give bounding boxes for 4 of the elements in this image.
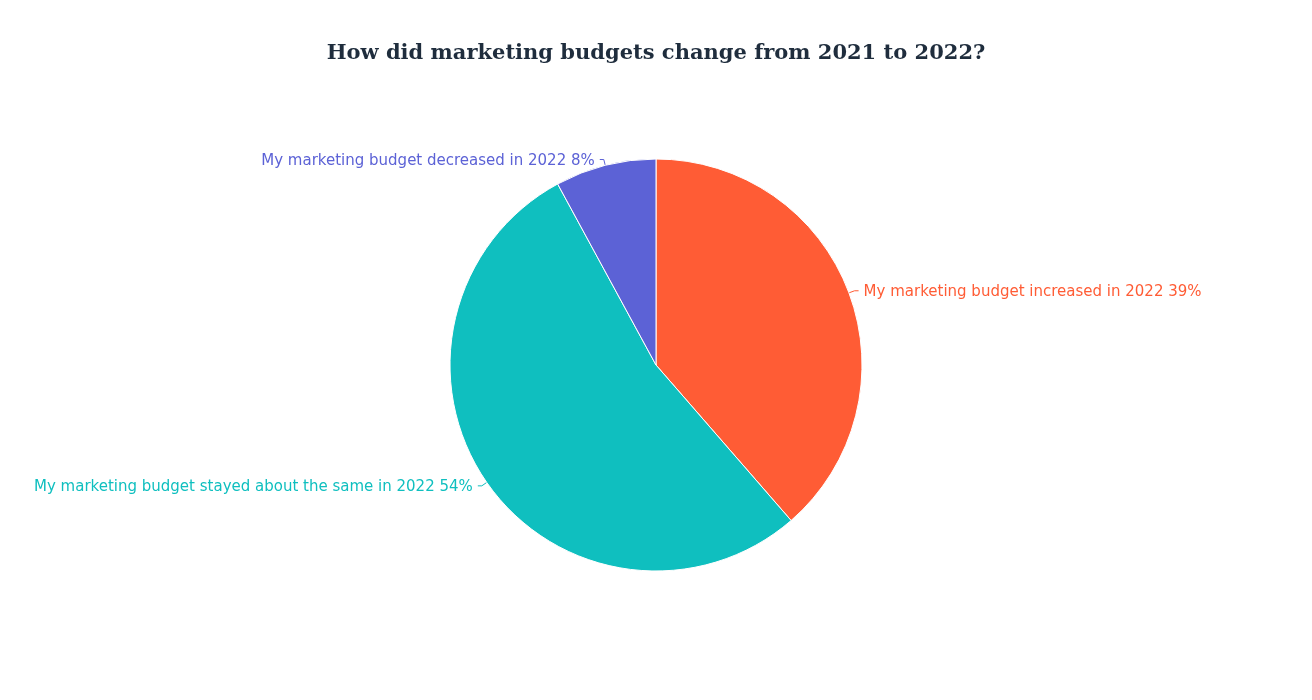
slice-label: My marketing budget increased in 2022 39% bbox=[863, 281, 1202, 300]
slice-label: My marketing budget decreased in 2022 8% bbox=[261, 150, 595, 169]
slice-label: My marketing budget stayed about the same in 2022 54% bbox=[34, 476, 473, 495]
chart-title: How did marketing budgets change from 2021 to 2022? bbox=[326, 39, 986, 64]
